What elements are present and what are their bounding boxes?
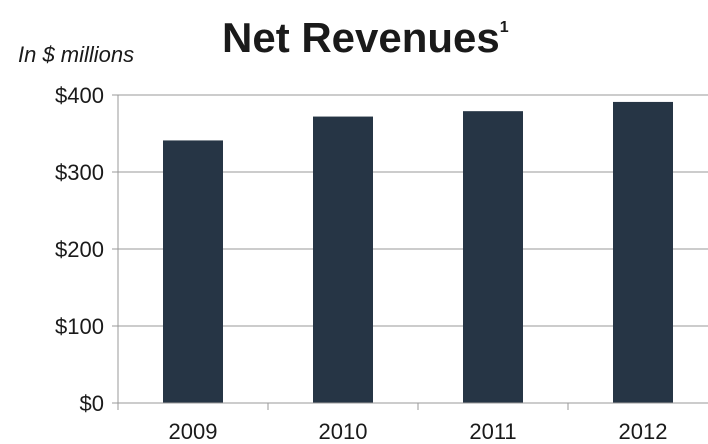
bar-2009 — [163, 140, 223, 403]
y-tick-label-100: $100 — [55, 314, 104, 339]
bar-2012 — [613, 101, 673, 404]
y-tick-label-0: $0 — [80, 391, 104, 416]
chart-title-superscript: 1 — [500, 19, 509, 36]
y-tick-label-300: $300 — [55, 160, 104, 185]
axes — [112, 94, 708, 410]
bar-2010 — [313, 116, 373, 403]
x-tick-labels: 2009 2010 2011 2012 — [169, 419, 668, 444]
chart-subtitle: In $ millions — [18, 42, 134, 67]
x-tick-label-2010: 2010 — [319, 419, 368, 444]
y-tick-label-200: $200 — [55, 237, 104, 262]
bar-2011 — [463, 111, 523, 404]
x-tick-label-2011: 2011 — [469, 419, 516, 444]
bars — [163, 101, 673, 404]
y-tick-label-400: $400 — [55, 83, 104, 108]
chart-title-text: Net Revenues — [222, 14, 500, 61]
y-tick-labels: $0 $100 $200 $300 $400 — [55, 83, 104, 416]
x-tick-label-2012: 2012 — [619, 419, 668, 444]
x-tick-label-2009: 2009 — [169, 419, 218, 444]
chart-title: Net Revenues1 — [222, 14, 509, 61]
